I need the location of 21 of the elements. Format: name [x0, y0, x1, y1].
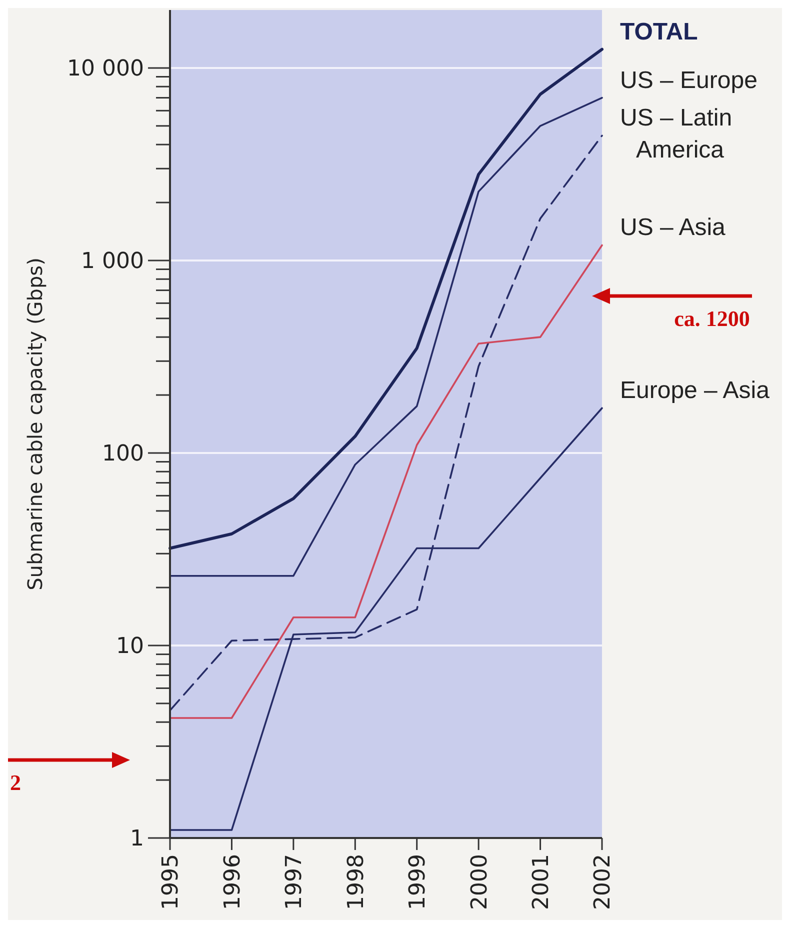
x-tick-label: 1996 — [220, 854, 246, 910]
y-tick-label: 10 000 — [67, 56, 144, 82]
y-tick-label: 1 000 — [81, 249, 144, 274]
x-tick-label: 1995 — [158, 854, 184, 910]
series-label: US – Latin America — [620, 104, 732, 164]
series-label: TOTAL — [620, 18, 698, 46]
y-tick-label: 1 — [130, 826, 144, 852]
x-tick-label: 2001 — [528, 854, 554, 910]
x-tick-label: 2002 — [590, 854, 616, 910]
x-tick-label: 1997 — [282, 854, 308, 910]
x-tick-label: 2000 — [467, 854, 492, 910]
text: 2 — [10, 770, 21, 795]
x-tick-label: 1999 — [406, 854, 431, 910]
y-tick-label: 10 — [116, 634, 144, 660]
series-label: US – Europe — [620, 66, 758, 94]
text: ca. 1200 — [674, 306, 750, 331]
series-label: US – Asia — [620, 214, 726, 242]
y-tick-label: 100 — [102, 442, 144, 467]
x-tick-label: 1998 — [344, 854, 369, 910]
series-label: Europe – Asia — [620, 377, 770, 404]
y-axis-title: Submarine cable capacity (Gbps) — [23, 258, 47, 590]
